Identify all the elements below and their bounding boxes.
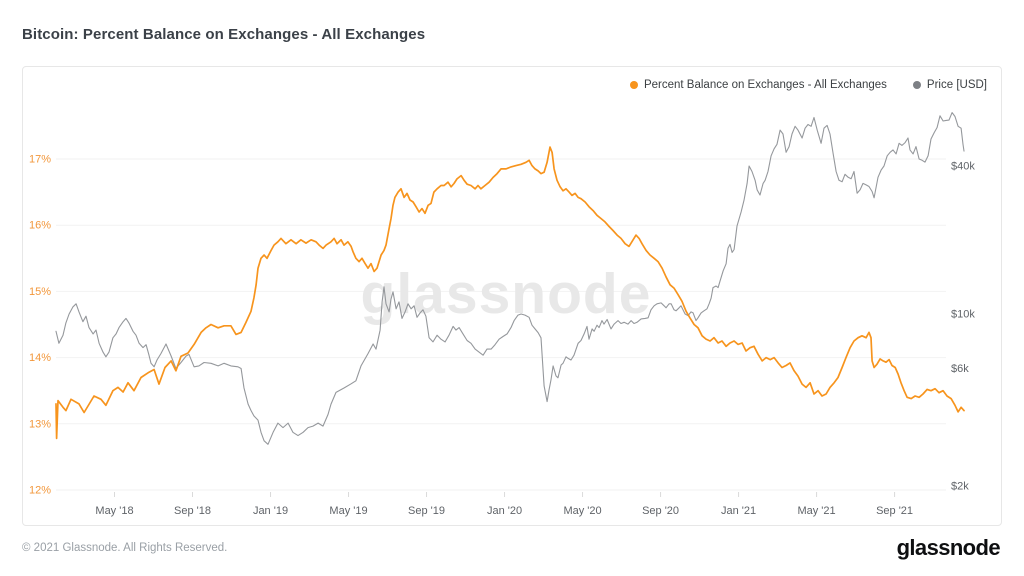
x-tick-label: Jan '20 bbox=[487, 505, 522, 517]
glassnode-logo: glassnode bbox=[896, 535, 1001, 560]
x-tick-label: Jan '19 bbox=[253, 505, 288, 517]
x-tick-label: Sep '20 bbox=[642, 505, 679, 517]
y-left-tick-label: 17% bbox=[29, 154, 51, 166]
legend-label: Percent Balance on Exchanges - All Excha… bbox=[643, 79, 887, 91]
x-tick-label: Sep '21 bbox=[876, 505, 913, 517]
chart-plot[interactable]: 12% 13% 14% 15% 16% 17% $40k $10k $6k $2k May '18 S… bbox=[23, 67, 1001, 525]
x-tick-label: Sep '18 bbox=[174, 505, 211, 517]
chart-legend: Percent Balance on Exchanges - All Excha… bbox=[629, 79, 987, 91]
page-title: Bitcoin: Percent Balance on Exchanges - … bbox=[22, 26, 426, 43]
series-line-percent-balance bbox=[55, 146, 965, 440]
chart-card: Percent Balance on Exchanges - All Excha… bbox=[22, 66, 1002, 526]
x-tick-label: May '20 bbox=[563, 505, 601, 517]
x-tick-label: May '18 bbox=[95, 505, 133, 517]
x-tick-label: Sep '19 bbox=[408, 505, 445, 517]
y-right-tick-label: $6k bbox=[951, 363, 969, 375]
legend-item-percent-balance[interactable]: Percent Balance on Exchanges - All Excha… bbox=[629, 79, 887, 91]
legend-dot-orange-icon bbox=[629, 81, 638, 89]
series-line-price bbox=[55, 112, 965, 445]
legend-dot-gray-icon bbox=[912, 81, 921, 89]
y-left-tick-label: 13% bbox=[29, 418, 51, 430]
y-right-tick-label: $10k bbox=[951, 309, 975, 321]
y-left-tick-label: 12% bbox=[29, 485, 51, 497]
legend-label: Price [USD] bbox=[926, 79, 987, 91]
y-right-tick-label: $2k bbox=[951, 480, 969, 492]
legend-item-price[interactable]: Price [USD] bbox=[912, 79, 987, 91]
y-right-tick-label: $40k bbox=[951, 161, 975, 173]
footer-copyright: © 2021 Glassnode. All Rights Reserved. bbox=[22, 542, 228, 554]
y-left-tick-label: 15% bbox=[29, 286, 51, 298]
y-left-tick-label: 14% bbox=[29, 352, 51, 364]
y-left-tick-label: 16% bbox=[29, 220, 51, 232]
x-tick-label: May '19 bbox=[329, 505, 367, 517]
watermark: glassnode bbox=[361, 262, 652, 326]
x-tick-label: May '21 bbox=[797, 505, 835, 517]
x-tick-label: Jan '21 bbox=[721, 505, 756, 517]
